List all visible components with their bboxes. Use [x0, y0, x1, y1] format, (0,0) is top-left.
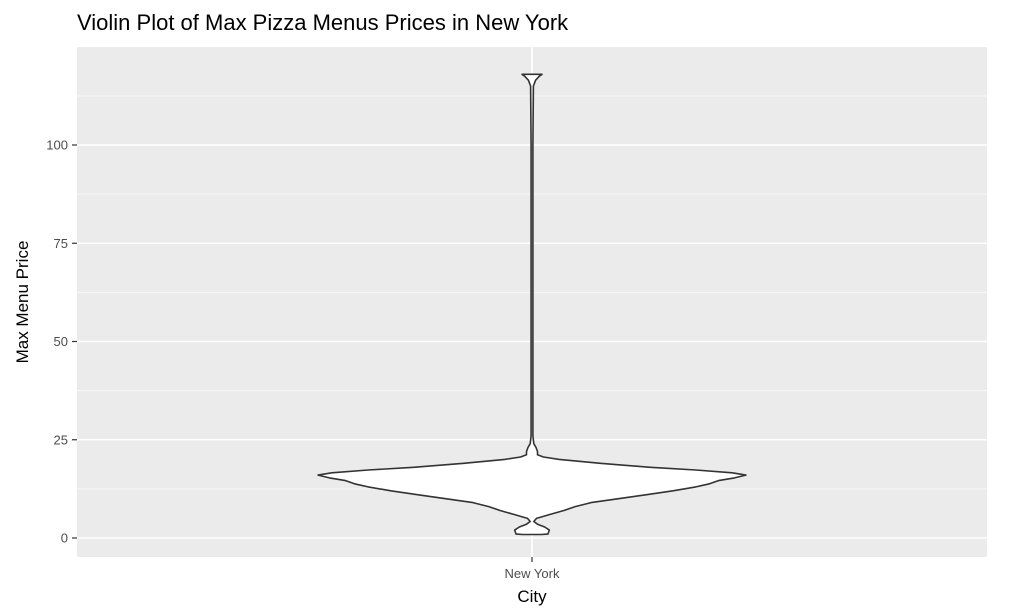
- x-tick-label: New York: [505, 566, 560, 581]
- y-tick-label: 0: [61, 531, 68, 546]
- y-tick-label: 100: [46, 138, 68, 153]
- violin-shape: [317, 73, 747, 536]
- y-tick-label: 75: [54, 236, 68, 251]
- y-tick-label: 50: [54, 334, 68, 349]
- x-axis-label: City: [517, 587, 547, 606]
- x-axis-ticks: New York: [505, 557, 560, 581]
- y-axis-label: Max Menu Price: [13, 241, 32, 364]
- y-axis-ticks: 0 25 50 75 100: [46, 138, 77, 546]
- y-tick-label: 25: [54, 432, 68, 447]
- chart-title: Violin Plot of Max Pizza Menus Prices in…: [77, 10, 569, 35]
